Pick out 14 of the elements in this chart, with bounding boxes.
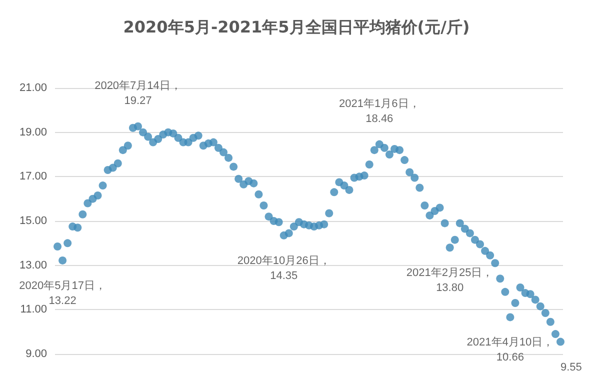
y-tick-label: 17.00: [19, 170, 47, 183]
y-tick-label: 9.00: [26, 348, 47, 360]
data-label: 2020年10月26日， 14.35: [237, 254, 330, 282]
y-tick-label: 19.00: [19, 126, 47, 138]
data-label: 2021年4月10日， 10.66: [466, 336, 554, 364]
y-tick-label: 21.00: [19, 82, 47, 94]
data-label: 9.55: [560, 361, 582, 374]
chart-title: 2020年5月-2021年5月全国日平均猪价(元/斤): [123, 18, 470, 36]
data-label: 2021年1月6日， 18.46: [339, 98, 420, 125]
y-tick-label: 11.00: [20, 304, 47, 316]
data-label: 2021年2月25日， 13.80: [406, 267, 494, 294]
y-tick-label: 15.00: [19, 215, 47, 227]
data-label: 2020年7月14日， 19.27: [94, 80, 182, 107]
y-tick-label: 13.00: [19, 259, 47, 272]
